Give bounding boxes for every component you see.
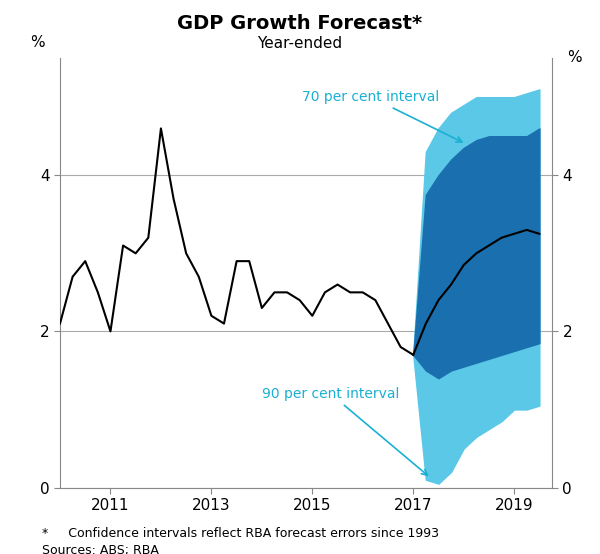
Text: 70 per cent interval: 70 per cent interval	[302, 90, 462, 142]
Text: Year-ended: Year-ended	[257, 36, 343, 51]
Text: Sources: ABS; RBA: Sources: ABS; RBA	[42, 544, 159, 554]
Text: *     Confidence intervals reflect RBA forecast errors since 1993: * Confidence intervals reflect RBA forec…	[42, 527, 439, 540]
Y-axis label: %: %	[31, 34, 45, 50]
Text: 90 per cent interval: 90 per cent interval	[262, 387, 427, 475]
Text: GDP Growth Forecast*: GDP Growth Forecast*	[178, 14, 422, 33]
Y-axis label: %: %	[567, 50, 581, 65]
